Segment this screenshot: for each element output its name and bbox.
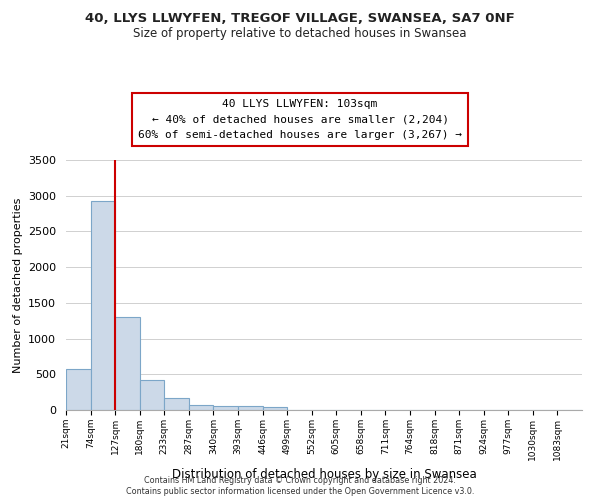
Text: Contains HM Land Registry data © Crown copyright and database right 2024.: Contains HM Land Registry data © Crown c… xyxy=(144,476,456,485)
Y-axis label: Number of detached properties: Number of detached properties xyxy=(13,198,23,372)
Bar xyxy=(164,398,189,410)
X-axis label: Distribution of detached houses by size in Swansea: Distribution of detached houses by size … xyxy=(172,468,476,481)
Bar xyxy=(91,202,115,410)
Bar xyxy=(140,380,164,410)
Bar xyxy=(189,404,214,410)
Text: Size of property relative to detached houses in Swansea: Size of property relative to detached ho… xyxy=(133,28,467,40)
Bar xyxy=(238,406,263,410)
Bar xyxy=(263,407,287,410)
Bar xyxy=(115,317,140,410)
Text: 40, LLYS LLWYFEN, TREGOF VILLAGE, SWANSEA, SA7 0NF: 40, LLYS LLWYFEN, TREGOF VILLAGE, SWANSE… xyxy=(85,12,515,26)
Bar xyxy=(214,406,238,410)
Text: 40 LLYS LLWYFEN: 103sqm
← 40% of detached houses are smaller (2,204)
60% of semi: 40 LLYS LLWYFEN: 103sqm ← 40% of detache… xyxy=(138,99,462,140)
Bar xyxy=(66,368,91,410)
Text: Contains public sector information licensed under the Open Government Licence v3: Contains public sector information licen… xyxy=(126,487,474,496)
